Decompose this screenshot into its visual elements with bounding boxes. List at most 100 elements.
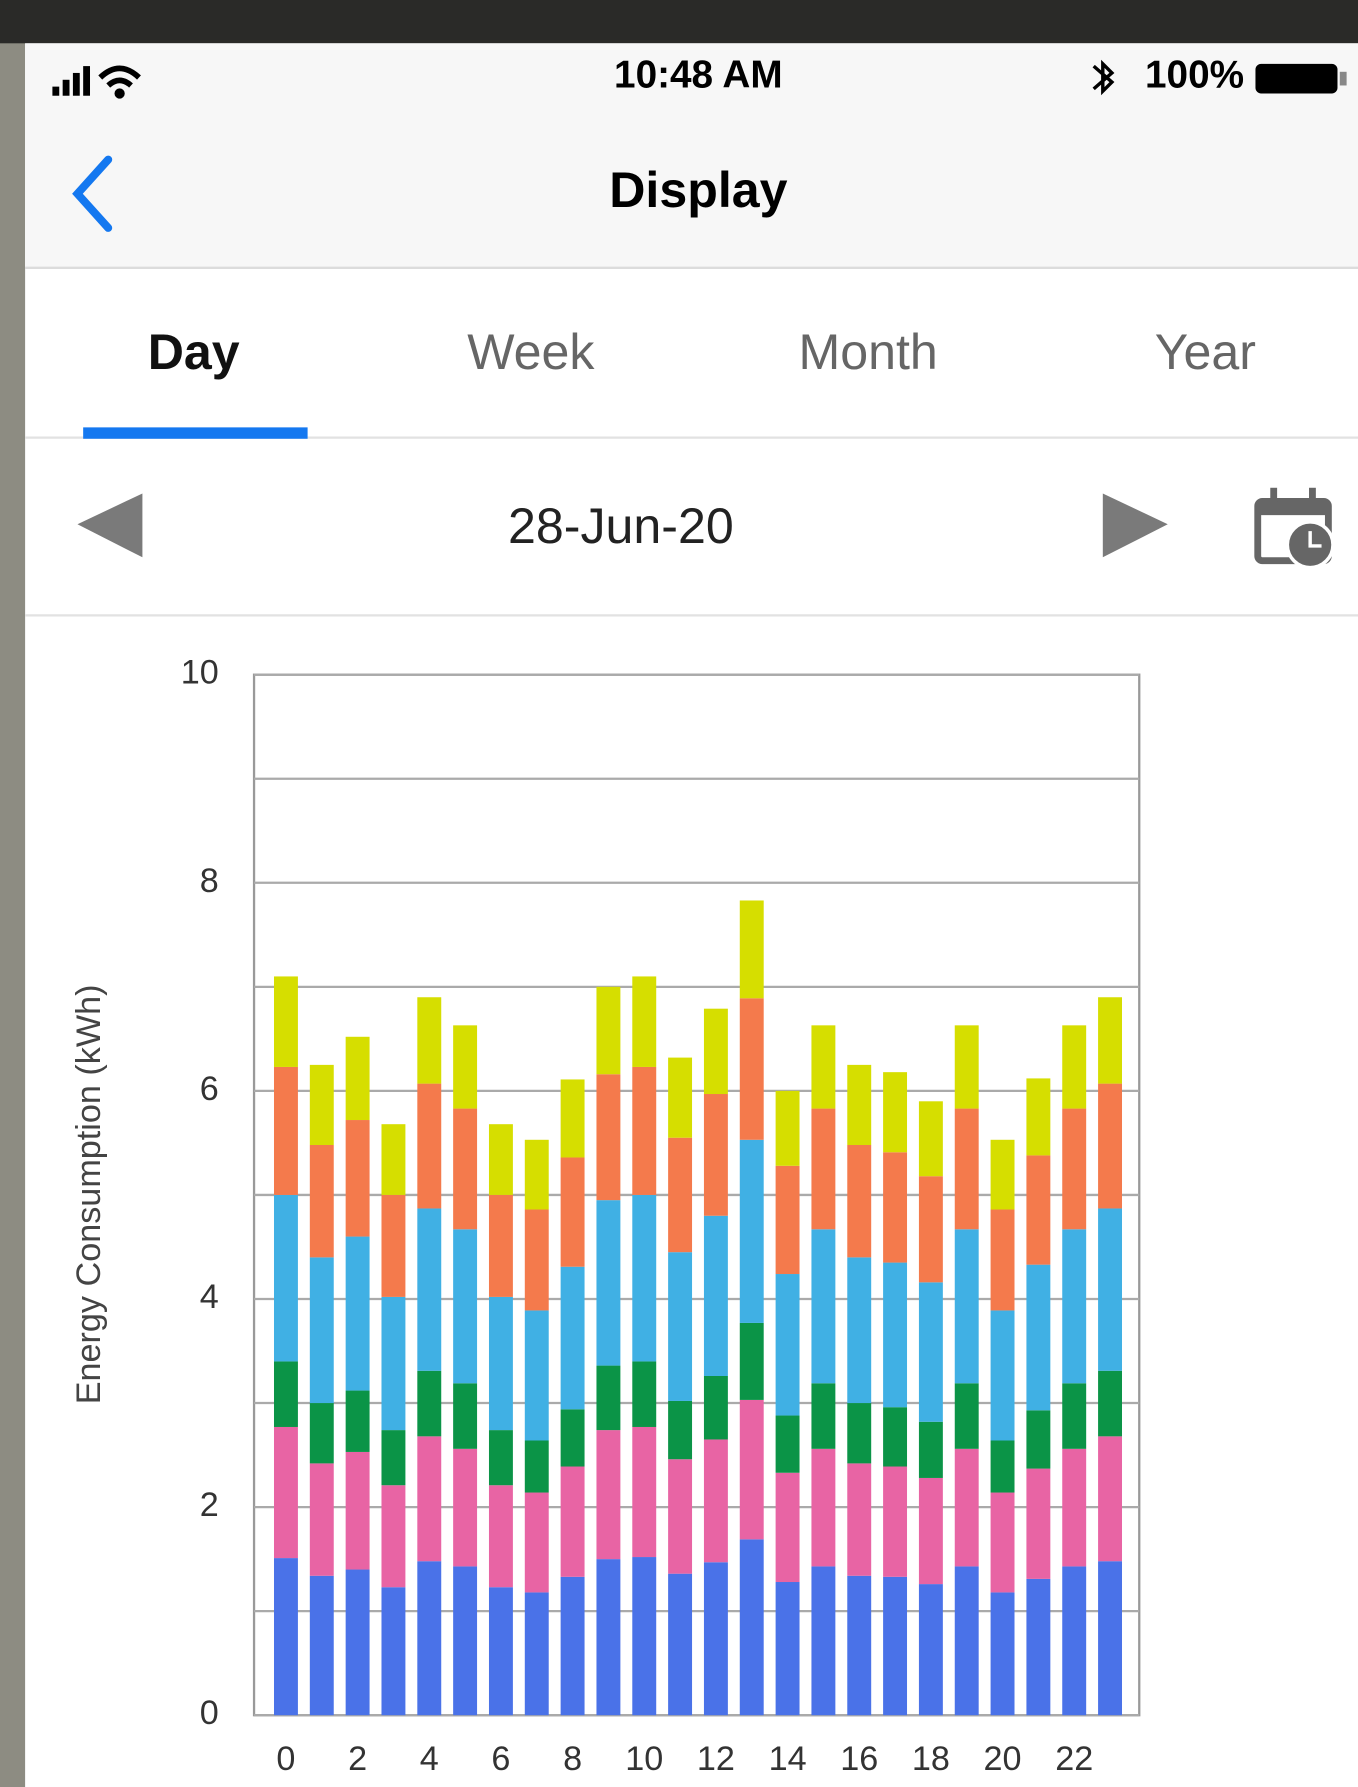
y-tick-label: 8 [200,862,219,900]
y-tick-label: 2 [200,1486,219,1524]
bar-segment [309,1403,334,1464]
bar-segment [847,1144,872,1258]
bar-segment [560,1266,585,1410]
bar-segment [560,1157,585,1267]
bar-segment [596,1074,621,1201]
backdrop-strip [0,43,26,1787]
bar-segment [811,1025,836,1109]
bar-segment [560,1466,585,1577]
bar-segment [417,1436,442,1562]
bar-segment [990,1139,1015,1210]
bar-segment [775,1415,800,1473]
bar-segment [381,1485,406,1588]
bar-segment [1026,1078,1051,1156]
bar-segment [990,1440,1015,1493]
bar-segment [918,1282,943,1422]
bar-segment [345,1451,370,1570]
bar-segment [560,1409,585,1467]
x-tick-label: 6 [491,1740,510,1778]
bar-segment [739,1322,764,1400]
bar-segment [1026,1155,1051,1265]
y-axis-label: Energy Consumption (kWh) [70,984,108,1404]
calendar-button[interactable] [1254,487,1335,570]
bar-segment [883,1072,908,1153]
bar-segment [739,1539,764,1716]
tab[interactable]: Week [467,324,595,380]
next-date[interactable] [1102,493,1168,558]
battery-icon [1255,63,1347,94]
bar-segment [309,1575,334,1716]
bar-segment [345,1236,370,1391]
bar-segment [990,1492,1015,1593]
bar-segment [381,1296,406,1431]
bar-segment [703,1094,728,1216]
bar-segment [309,1257,334,1404]
bar-segment [273,1361,298,1427]
bar-segment [775,1472,800,1583]
bar-segment [775,1165,800,1275]
bar-segment [668,1252,693,1401]
bar-segment [883,1152,908,1263]
x-tick-label: 18 [912,1740,950,1778]
bar-segment [1062,1566,1087,1716]
bar-segment [954,1383,979,1449]
bar-segment [381,1194,406,1297]
bar-segment [918,1176,943,1283]
bar-segment [524,1592,549,1716]
bar-segment [273,1558,298,1716]
chart: 0 2 4 6 8 10 0 2 4 6 8 10 12 14 16 18 20 22 [181,654,1141,1778]
bar-segment [596,1200,621,1366]
x-tick-label: 20 [984,1740,1022,1778]
wifi-icon [98,65,141,99]
bar-segment [703,1008,728,1095]
tab[interactable]: Month [798,324,937,380]
x-tick-label: 10 [625,1740,663,1778]
tab[interactable]: Day [148,324,240,380]
back-button[interactable] [72,155,113,232]
bar-segment [811,1229,836,1384]
bar-segment [417,1370,442,1437]
bar-segment [918,1421,943,1478]
bar-segment [273,1066,298,1195]
bar-segment [703,1562,728,1716]
bar-segment [703,1375,728,1440]
bar-segment [632,976,657,1067]
bar-segment [1026,1264,1051,1411]
bar-segment [1062,1108,1087,1230]
previous-date[interactable] [77,493,143,558]
bar-segment [345,1036,370,1121]
bar-segment [847,1403,872,1464]
bar-segment [524,1492,549,1593]
tab[interactable]: Year [1155,324,1256,380]
bar-segment [453,1448,478,1567]
bar-segment [954,1448,979,1567]
bar-segment [488,1587,513,1716]
x-tick-label: 2 [348,1740,367,1778]
bar-segment [453,1025,478,1109]
bar-segment [883,1576,908,1716]
x-tick-label: 0 [276,1740,295,1778]
bar-segment [811,1383,836,1449]
battery-percent: 100% [1145,54,1244,97]
bar-segment [417,1561,442,1716]
bar-segment [847,1257,872,1404]
bar-segment [273,1194,298,1362]
bar-segment [1098,1208,1123,1371]
bar-segment [1098,1561,1123,1716]
bar-segment [668,1459,693,1574]
bar-segment [345,1120,370,1237]
bar-segment [883,1262,908,1408]
bar-segment [775,1582,800,1716]
bar-segment [345,1390,370,1452]
bar-segment [847,1575,872,1716]
bar-segment [524,1139,549,1210]
bar-segment [596,1430,621,1560]
bar-segment [596,1559,621,1716]
bar-segment [488,1296,513,1431]
bar-segment [883,1466,908,1577]
bar-segment [453,1229,478,1384]
bar-segment [739,1399,764,1540]
bar-segment [668,1573,693,1716]
bar-segment [775,1274,800,1416]
